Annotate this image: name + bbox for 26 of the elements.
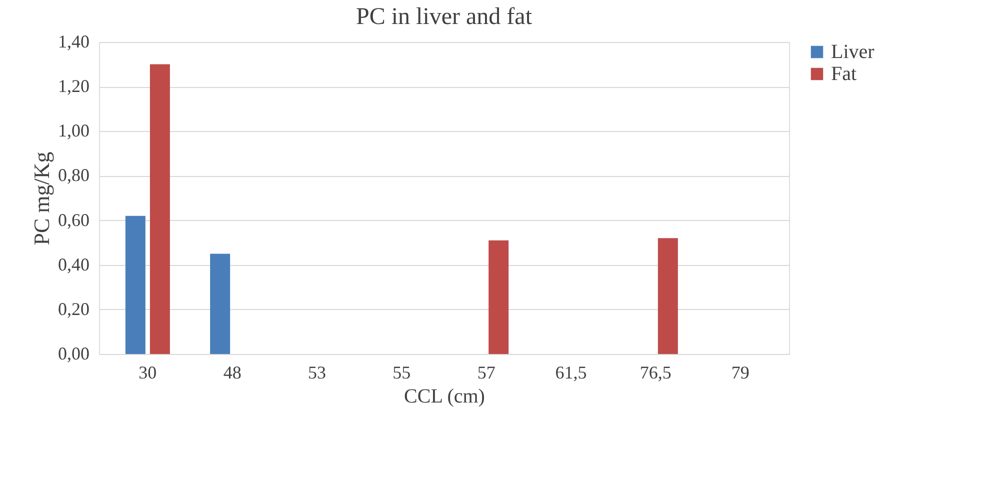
x-axis-title: CCL (cm) bbox=[404, 386, 485, 408]
y-tick-label: 0,40 bbox=[58, 254, 90, 274]
bar bbox=[658, 238, 678, 354]
x-tick-label: 48 bbox=[223, 362, 242, 382]
y-tick-label: 0,80 bbox=[58, 165, 90, 186]
y-tick-label: 0,00 bbox=[58, 344, 90, 364]
bar bbox=[488, 240, 509, 354]
y-tick-label: 1,00 bbox=[58, 120, 90, 141]
x-tick-label: 53 bbox=[308, 362, 326, 382]
chart-title: PC in liver and fat bbox=[356, 4, 532, 30]
x-tick-label: 76,5 bbox=[640, 362, 672, 382]
legend-label: Fat bbox=[831, 63, 857, 85]
y-tick-label: 0,60 bbox=[58, 210, 90, 230]
y-axis-title: PC mg/Kg bbox=[29, 152, 54, 246]
x-tick-label: 30 bbox=[138, 362, 157, 382]
x-tick-label: 61,5 bbox=[555, 362, 587, 382]
bar bbox=[125, 216, 146, 354]
bar bbox=[150, 64, 170, 354]
x-tick-label: 55 bbox=[392, 362, 411, 382]
bar bbox=[210, 254, 230, 354]
x-tick-label: 57 bbox=[477, 362, 496, 382]
y-tick-label: 0,20 bbox=[58, 298, 90, 319]
legend-label: Liver bbox=[831, 41, 875, 63]
y-tick-label: 1,20 bbox=[58, 76, 90, 96]
y-tick-label: 1,40 bbox=[58, 32, 90, 52]
x-tick-label: 79 bbox=[731, 362, 750, 382]
